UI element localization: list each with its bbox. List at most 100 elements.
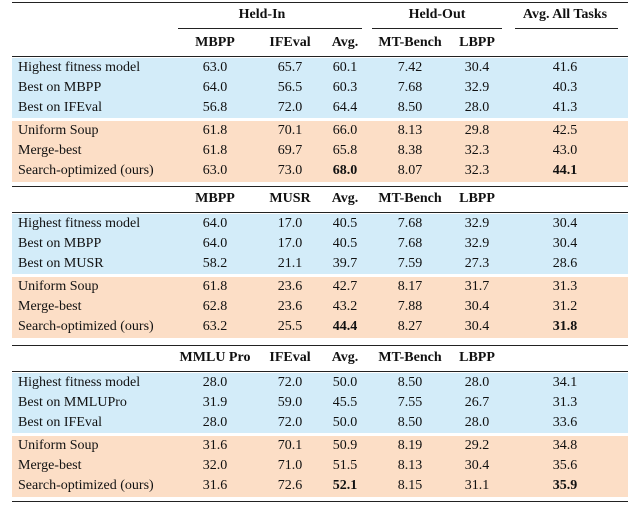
row-label: Highest fitness model (18, 375, 141, 390)
row-label: Uniform Soup (18, 279, 99, 295)
cell: 8.17 (397, 279, 423, 295)
cell: 68.0 (332, 163, 358, 178)
cell: 7.59 (397, 255, 423, 271)
cell: 45.5 (332, 394, 358, 410)
cell: 32.3 (464, 143, 490, 159)
group-header: Held-Out (408, 7, 466, 22)
cell: 31.2 (552, 299, 578, 315)
cell: 28.0 (464, 414, 490, 430)
row-label: Search-optimized (ours) (18, 163, 154, 178)
cell: 31.9 (202, 394, 228, 410)
cell: 40.3 (552, 79, 578, 95)
row-label: Best on MBPP (18, 79, 102, 95)
cell: 61.8 (202, 143, 228, 159)
column-header: IFEval (269, 35, 311, 50)
cell: 23.6 (277, 279, 303, 295)
cell: 8.15 (397, 478, 423, 493)
block-rule (12, 186, 628, 187)
cell: 50.9 (332, 438, 358, 454)
cell: 30.4 (464, 319, 490, 334)
cell: 34.1 (552, 375, 578, 390)
cell: 64.0 (202, 216, 228, 231)
row-label: Merge-best (18, 143, 82, 159)
top-rule (12, 2, 628, 3)
cell: 34.8 (552, 438, 578, 454)
cell: 28.0 (202, 375, 228, 390)
column-header: Avg. (331, 350, 359, 365)
cell: 39.7 (332, 255, 358, 271)
merge-band (12, 436, 628, 497)
column-header: MMLU Pro (179, 350, 251, 365)
cell: 62.8 (202, 299, 228, 315)
cell: 23.6 (277, 299, 303, 315)
cell: 72.6 (277, 478, 303, 493)
column-header: LBPP (459, 191, 495, 206)
row-label: Search-optimized (ours) (18, 319, 154, 334)
cell: 31.6 (202, 438, 228, 454)
group-rule (372, 28, 502, 29)
header-rule (12, 212, 628, 213)
cell: 42.5 (552, 123, 578, 139)
cell: 56.8 (202, 99, 228, 115)
group-header: Avg. All Tasks (522, 7, 608, 22)
baseline-band (12, 373, 628, 434)
cell: 8.27 (397, 319, 423, 334)
cell: 7.68 (397, 216, 423, 231)
baseline-band (12, 58, 628, 119)
column-header: IFEval (269, 350, 311, 365)
cell: 32.9 (464, 235, 490, 251)
cell: 65.7 (277, 60, 303, 75)
cell: 59.0 (277, 394, 303, 410)
cell: 35.6 (552, 458, 578, 474)
row-label: Uniform Soup (18, 123, 99, 139)
cell: 63.0 (202, 163, 228, 178)
cell: 32.0 (202, 458, 228, 474)
merge-band (12, 121, 628, 182)
column-header: LBPP (459, 35, 495, 50)
cell: 31.3 (552, 394, 578, 410)
cell: 50.0 (332, 375, 358, 390)
cell: 44.4 (332, 319, 358, 334)
cell: 32.9 (464, 79, 490, 95)
cell: 8.38 (397, 143, 423, 159)
cell: 70.1 (277, 123, 303, 139)
cell: 30.4 (552, 235, 578, 251)
group-rule (178, 28, 362, 29)
cell: 72.0 (277, 375, 303, 390)
cell: 44.1 (552, 163, 578, 178)
cell: 64.0 (202, 235, 228, 251)
cell: 32.9 (464, 216, 490, 231)
cell: 71.0 (277, 458, 303, 474)
cell: 31.8 (552, 319, 578, 334)
cell: 52.1 (332, 478, 358, 493)
cell: 61.8 (202, 123, 228, 139)
header-rule (12, 371, 628, 372)
cell: 8.50 (397, 99, 423, 115)
group-rule (515, 28, 618, 29)
cell: 56.5 (277, 79, 303, 95)
cell: 69.7 (277, 143, 303, 159)
cell: 8.19 (397, 438, 423, 454)
cell: 29.2 (464, 438, 490, 454)
cell: 7.68 (397, 235, 423, 251)
column-header: Avg. (331, 35, 359, 50)
cell: 28.0 (202, 414, 228, 430)
cell: 35.9 (552, 478, 578, 493)
cell: 33.6 (552, 414, 578, 430)
row-label: Highest fitness model (18, 60, 141, 75)
column-header: MUSR (269, 191, 311, 206)
cell: 43.0 (552, 143, 578, 159)
row-label: Best on MMLUPro (18, 394, 127, 410)
cell: 26.7 (464, 394, 490, 410)
cell: 42.7 (332, 279, 358, 295)
bottom-rule (12, 501, 628, 502)
cell: 8.13 (397, 458, 423, 474)
cell: 50.0 (332, 414, 358, 430)
cell: 64.4 (332, 99, 358, 115)
row-label: Search-optimized (ours) (18, 478, 154, 493)
column-header: MT-Bench (378, 35, 442, 50)
cell: 7.55 (397, 394, 423, 410)
row-label: Best on MUSR (18, 255, 104, 271)
cell: 73.0 (277, 163, 303, 178)
cell: 70.1 (277, 438, 303, 454)
